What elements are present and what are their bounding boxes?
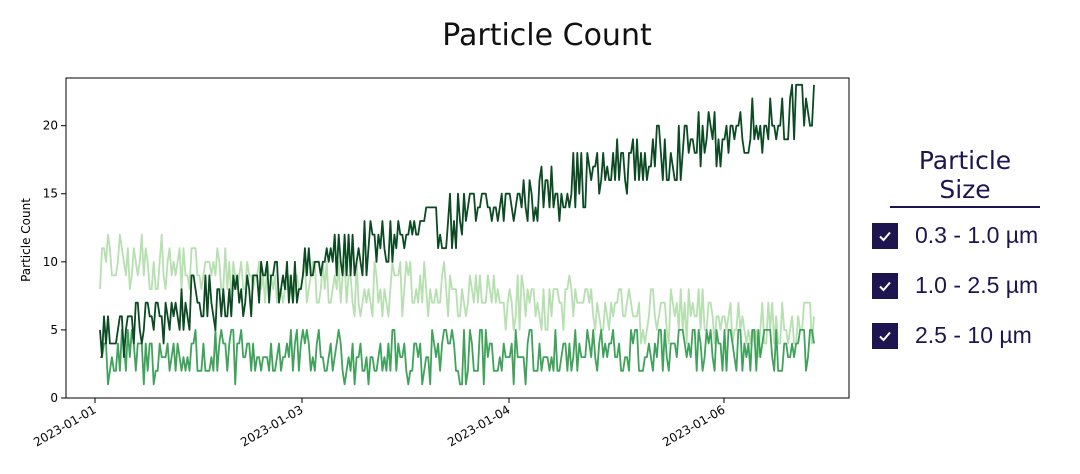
series-line-1 [99, 233, 815, 359]
legend-label: 0.3 - 1.0 µm [915, 222, 1039, 248]
y-tick-label: 5 [50, 323, 58, 337]
legend: Particle Size 0.3 - 1.0 µm 1.0 - 2.5 µm … [868, 146, 1068, 349]
legend-item-0-3-1-0[interactable]: 0.3 - 1.0 µm [872, 222, 1068, 249]
y-tick-label: 15 [43, 187, 58, 201]
x-tick-label: 2023-01-03 [238, 402, 305, 449]
legend-label: 2.5 - 10 µm [915, 322, 1032, 348]
checkbox-checked-icon[interactable] [872, 222, 898, 249]
legend-item-2-5-10[interactable]: 2.5 - 10 µm [872, 322, 1068, 349]
series-line-2 [100, 328, 815, 386]
x-tick-label: 2023-01-04 [445, 402, 512, 449]
chart-title: Particle Count [442, 18, 652, 53]
y-tick-label: 20 [43, 119, 58, 133]
legend-title: Particle Size [890, 146, 1040, 208]
y-tick-label: 10 [43, 255, 58, 269]
series-line-0 [99, 83, 815, 359]
plot-frame [65, 77, 850, 399]
y-tick-label: 0 [50, 391, 58, 405]
x-tick-label: 2023-01-01 [31, 402, 98, 449]
legend-item-1-0-2-5[interactable]: 1.0 - 2.5 µm [872, 272, 1068, 299]
checkbox-checked-icon[interactable] [872, 322, 898, 349]
y-axis-label: Particle Count [19, 198, 33, 282]
checkbox-checked-icon[interactable] [872, 272, 898, 299]
legend-label: 1.0 - 2.5 µm [915, 272, 1039, 298]
x-tick-label: 2023-01-06 [660, 402, 727, 449]
